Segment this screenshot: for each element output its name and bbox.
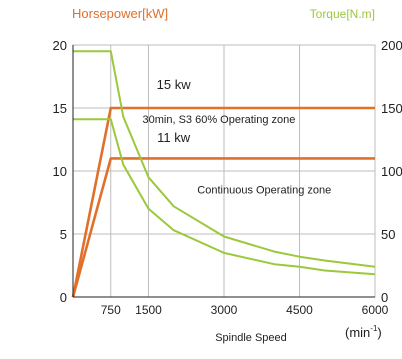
y-left-tick-label: 15 — [53, 101, 67, 116]
y-left-tick-label: 0 — [60, 290, 67, 305]
torque-series-line-3 — [73, 50, 376, 268]
grid — [72, 44, 376, 298]
annotation-1: 15 kw — [157, 77, 192, 92]
x-tick-label: 6000 — [362, 303, 389, 317]
x-axis-label: Spindle Speed — [215, 332, 287, 344]
series-group — [71, 50, 376, 298]
y-right-tick-label: 0 — [381, 290, 388, 305]
x-tick-label: 3000 — [211, 303, 238, 317]
x-axis-unit-close: ) — [377, 325, 381, 340]
annotation-2: 30min, S3 60% Operating zone — [143, 114, 296, 126]
annotations: 15 kw 30min, S3 60% Operating zone 11 kw Co… — [143, 77, 332, 197]
y-right-tick-label: 50 — [381, 227, 395, 242]
x-tick-label: 750 — [101, 303, 121, 317]
annotation-4: Continuous Operating zone — [197, 185, 331, 197]
annotation-3: 11 kw — [157, 130, 191, 145]
y-right-axis-label: Torque[N.m] — [310, 7, 375, 21]
torque-series-line-4 — [73, 118, 376, 276]
x-axis-unit-superscript: -1 — [370, 324, 378, 333]
x-tick-label: 1500 — [135, 303, 162, 317]
power-series-line-2 — [71, 157, 375, 298]
y-left-axis-label: Horsepower[kW] — [72, 6, 168, 21]
y-left-tick-label: 10 — [53, 164, 67, 179]
y-right-tick-label: 200 — [381, 38, 402, 53]
y-left-tick-label: 20 — [53, 38, 67, 53]
x-axis-unit: (min-1) — [345, 324, 382, 340]
y-left-tick-label: 5 — [60, 227, 67, 242]
power-series-line-1 — [71, 106, 375, 298]
x-tick-label: 4500 — [286, 303, 313, 317]
y-right-tick-label: 100 — [381, 164, 402, 179]
y-right-tick-label: 150 — [381, 101, 402, 116]
x-axis-unit-base: (min — [345, 325, 370, 340]
